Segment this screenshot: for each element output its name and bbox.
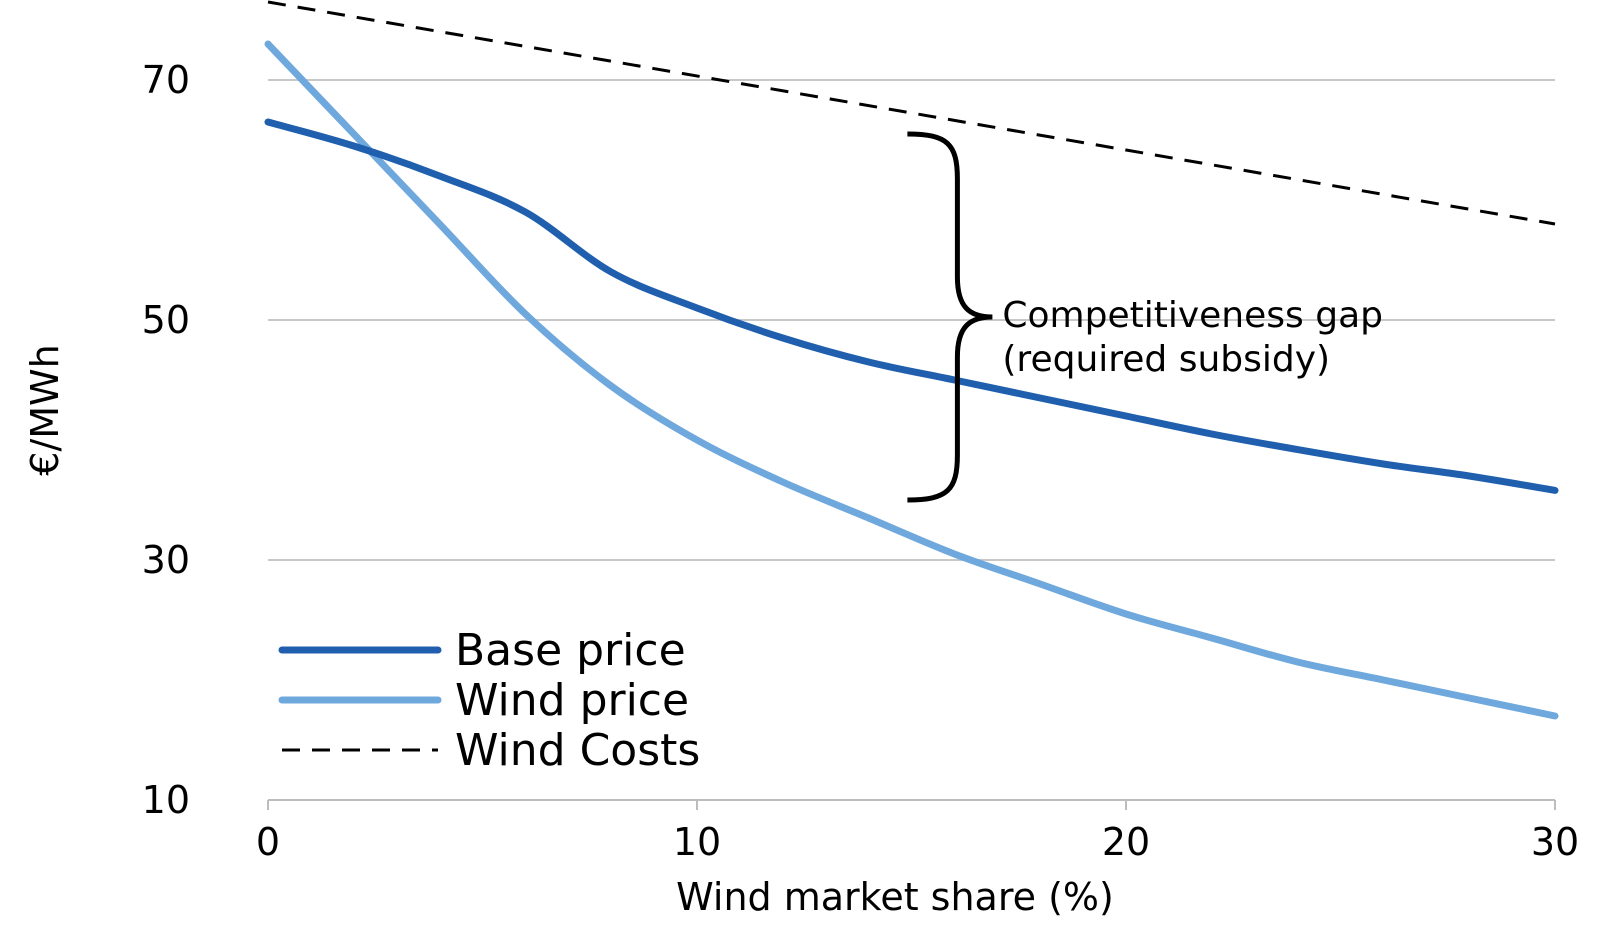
y-tick-label: 50 [142, 298, 190, 342]
x-tick-label: 20 [1102, 820, 1150, 864]
annotation-label-line2: (required subsidy) [1002, 339, 1330, 380]
gridlines [268, 79, 1555, 561]
series-line-base-price [264, 118, 1559, 494]
series-line-wind-costs [267, 0, 1556, 226]
y-tick-label: 10 [142, 778, 190, 822]
competitiveness-gap-brace [907, 131, 993, 503]
series-line-wind-price [264, 40, 1559, 720]
legend-label: Base price [455, 625, 686, 676]
annotation-label-line1: Competitiveness gap [1002, 295, 1383, 336]
x-tick-label: 30 [1531, 820, 1579, 864]
y-tick-label: 70 [142, 58, 190, 102]
axes: 10 30 50 70 0 10 20 30 [142, 58, 1580, 864]
y-tick-label: 30 [142, 538, 190, 582]
legend-label: Wind price [455, 675, 689, 726]
series-lines [264, 0, 1559, 720]
x-tick-label: 0 [256, 820, 280, 864]
legend-label: Wind Costs [455, 725, 700, 776]
x-tick-label: 10 [673, 820, 721, 864]
y-axis-title: €/MWh [23, 344, 67, 475]
annotations: Competitiveness gap(required subsidy) [907, 131, 1383, 503]
x-axis-title: Wind market share (%) [676, 875, 1114, 919]
